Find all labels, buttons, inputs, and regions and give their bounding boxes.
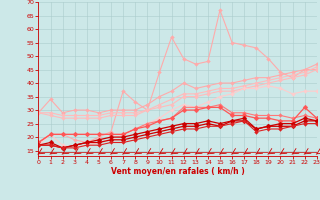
X-axis label: Vent moyen/en rafales ( km/h ): Vent moyen/en rafales ( km/h ) [111, 167, 244, 176]
